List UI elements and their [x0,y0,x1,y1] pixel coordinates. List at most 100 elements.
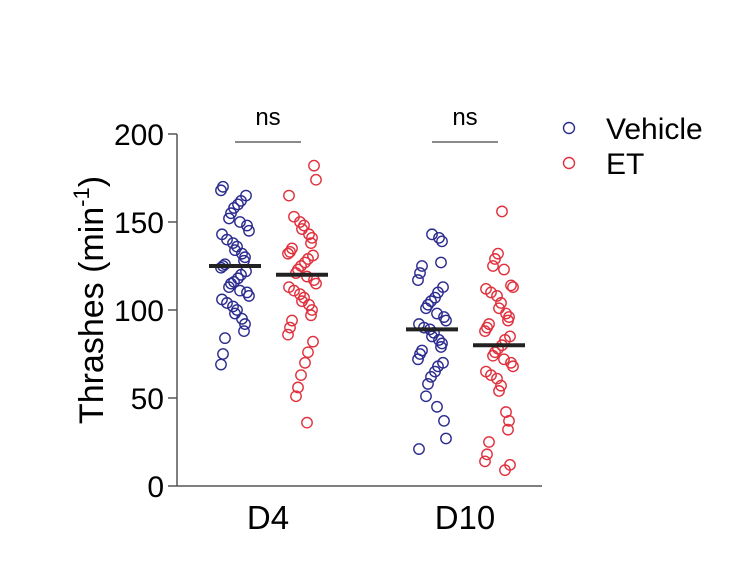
data-point-vehicle-d10 [440,314,452,327]
data-point-et-d10 [479,455,491,468]
significance-annotations: ns ns [235,104,498,143]
data-point-et-d10 [498,263,510,276]
data-point-et-d4 [307,335,319,348]
data-point-vehicle-d10 [416,260,428,272]
data-point-vehicle-d10 [429,291,441,304]
data-point-et-d10 [479,325,491,338]
y-axis-label-superscript: -1 [69,187,94,207]
data-point-et-d10 [495,297,507,309]
data-points [215,159,519,477]
y-tick-label: 200 [114,119,164,152]
data-point-et-d10 [485,286,497,299]
data-point-et-d10 [491,290,503,302]
data-point-vehicle-d10 [412,274,424,286]
data-point-vehicle-d10 [431,400,443,413]
data-point-et-d4 [294,216,306,228]
data-point-vehicle-d4 [234,216,246,228]
data-point-et-d10 [496,205,508,218]
data-point-et-d4 [284,321,296,334]
x-tick-label: D10 [435,499,496,536]
data-point-vehicle-d4 [229,244,241,257]
data-point-et-d4 [294,288,306,301]
data-point-et-d10 [493,385,505,397]
data-point-et-d10 [483,436,495,448]
data-point-vehicle-d10 [440,432,452,445]
data-point-vehicle-d4 [238,325,250,338]
legend-marker-et [562,156,576,170]
data-point-et-d4 [283,189,295,202]
legend-marker-vehicle [562,121,576,135]
data-point-et-d10 [491,372,503,385]
data-point-et-d4 [292,381,304,394]
data-point-vehicle-d4 [234,284,246,297]
y-tick-label: 150 [114,207,164,240]
x-tick-label: D4 [247,499,289,536]
data-point-vehicle-d10 [413,443,425,455]
data-point-et-d10 [503,414,515,427]
data-point-et-d4 [303,228,315,241]
legend-label-et: ET [606,148,644,181]
data-point-vehicle-d10 [414,348,426,360]
significance-label: ns [255,104,280,131]
data-point-et-d10 [498,353,510,366]
data-point-vehicle-d4 [239,318,251,330]
data-point-et-d4 [306,231,318,244]
data-point-vehicle-d4 [227,237,239,250]
y-axis-label-main: Thrashes (min [73,207,111,424]
y-tick-label: 0 [147,471,164,504]
data-point-vehicle-d10 [420,302,432,315]
data-point-et-d4 [282,328,294,341]
x-axis: D4 D10 [177,485,542,536]
data-point-vehicle-d10 [414,267,426,279]
data-point-vehicle-d4 [221,233,233,246]
data-point-vehicle-d4 [223,281,235,294]
legend-label-vehicle: Vehicle [606,113,703,146]
data-point-et-d4 [302,253,314,265]
data-point-vehicle-d4 [223,212,235,225]
data-point-et-d10 [507,360,519,373]
y-axis: 0 50 100 150 200 [114,119,178,504]
data-point-vehicle-d4 [232,198,244,211]
y-axis-label: Thrashes (min-1) [69,176,111,424]
data-point-vehicle-d10 [425,370,437,383]
y-tick-label: 100 [114,295,164,328]
data-point-vehicle-d10 [412,353,424,366]
significance-label: ns [452,104,477,131]
data-point-et-d10 [487,349,499,362]
data-point-vehicle-d4 [215,184,227,197]
data-point-vehicle-d4 [221,297,233,309]
data-point-et-d4 [302,346,314,359]
data-point-et-d10 [487,260,499,272]
data-point-et-d10 [489,253,501,265]
data-point-et-d4 [305,309,317,322]
data-point-et-d10 [502,423,514,436]
data-point-vehicle-d4 [241,219,253,232]
data-point-vehicle-d10 [431,307,443,320]
data-point-et-d4 [295,369,307,382]
data-point-vehicle-d10 [433,334,445,346]
data-point-vehicle-d10 [438,414,450,427]
data-point-et-d4 [282,247,294,260]
data-point-vehicle-d4 [235,194,247,207]
data-point-vehicle-d10 [435,256,447,269]
data-point-et-d4 [306,304,318,316]
data-point-et-d4 [299,256,311,269]
data-point-et-d10 [502,314,514,327]
data-point-et-d4 [284,246,296,258]
data-point-et-d4 [296,223,308,235]
data-point-et-d4 [308,159,320,172]
data-point-vehicle-d4 [243,290,255,302]
y-tick-label: 50 [131,383,164,416]
data-point-et-d4 [301,416,313,429]
data-point-et-d4 [290,390,302,403]
data-point-et-d4 [286,314,298,327]
data-point-vehicle-d4 [225,207,237,220]
data-point-et-d4 [305,237,317,250]
data-point-et-d4 [310,277,322,290]
data-point-vehicle-d4 [217,348,229,360]
data-point-vehicle-d10 [426,228,438,241]
data-point-et-d10 [507,281,519,294]
data-point-et-d10 [500,307,512,320]
data-point-vehicle-d4 [235,268,247,281]
